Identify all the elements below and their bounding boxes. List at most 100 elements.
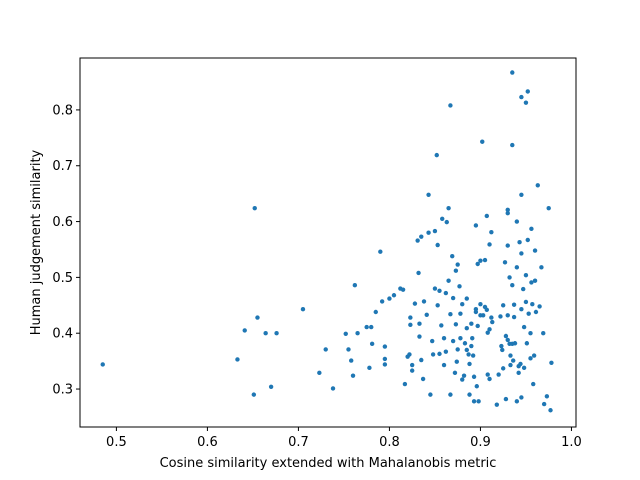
data-point [537, 304, 542, 309]
data-point [521, 286, 526, 292]
data-point [489, 229, 494, 235]
data-point [426, 192, 431, 197]
data-point [252, 205, 257, 211]
plot-frame [79, 57, 577, 428]
data-point [355, 331, 360, 336]
data-point [467, 392, 472, 397]
data-point [274, 331, 279, 336]
data-point [532, 248, 538, 253]
data-point [409, 362, 415, 368]
data-point [525, 89, 530, 94]
data-point [502, 260, 508, 265]
data-point [417, 321, 422, 326]
data-point [417, 334, 422, 339]
data-point [498, 314, 503, 319]
data-point [508, 362, 513, 368]
data-point [416, 270, 421, 276]
data-point [450, 253, 455, 259]
data-point [518, 361, 523, 367]
data-point [530, 301, 535, 307]
data-point [437, 351, 442, 357]
data-point [529, 226, 534, 232]
data-point [424, 312, 429, 317]
data-point [514, 219, 520, 224]
data-point [500, 347, 505, 353]
data-point [519, 192, 524, 197]
data-point [467, 361, 472, 367]
data-point [408, 322, 413, 328]
data-point [475, 261, 480, 267]
data-point [521, 365, 527, 371]
data-point [452, 370, 458, 376]
data-point [437, 288, 442, 293]
y-tick-label: 0.3 [52, 383, 73, 398]
data-point [510, 70, 515, 75]
data-point [454, 359, 459, 364]
y-tick-label: 0.7 [52, 159, 73, 174]
y-tick-label: 0.6 [52, 215, 73, 230]
data-point [549, 360, 554, 365]
data-point [519, 395, 524, 400]
data-point [420, 376, 426, 382]
data-point [519, 94, 524, 100]
data-point [453, 268, 459, 273]
data-point [349, 358, 354, 363]
data-point [458, 311, 463, 316]
data-point [471, 374, 477, 379]
data-point [446, 278, 451, 283]
data-point [490, 319, 495, 325]
data-point [428, 392, 433, 397]
data-point [415, 238, 420, 243]
data-point [402, 381, 408, 387]
data-point [268, 384, 274, 390]
data-point [441, 362, 447, 368]
data-point [464, 347, 469, 353]
data-point [421, 299, 427, 304]
x-axis-ticks: 0.5 0.6 0.7 0.8 0.9 1.0 [106, 427, 582, 450]
data-point [478, 301, 483, 307]
data-point [475, 323, 480, 329]
x-tick-label: 0.9 [470, 435, 491, 450]
data-point [531, 353, 537, 358]
data-point [369, 341, 375, 347]
data-point [519, 251, 524, 256]
data-point [460, 377, 465, 382]
data-point [450, 338, 456, 344]
data-point [426, 230, 431, 235]
data-point [408, 315, 413, 320]
data-point [323, 347, 328, 352]
data-point [487, 327, 492, 332]
data-point [367, 365, 372, 371]
y-tick-label: 0.8 [52, 103, 73, 118]
data-point [528, 331, 533, 336]
data-point [330, 386, 336, 391]
data-point [489, 315, 494, 320]
data-point [435, 303, 440, 308]
data-point [379, 299, 385, 304]
y-tick-label: 0.5 [52, 271, 73, 286]
data-point [350, 373, 356, 378]
data-point [474, 384, 479, 389]
data-point [470, 353, 476, 358]
data-point [458, 336, 463, 341]
data-point [496, 372, 501, 377]
data-point [432, 286, 438, 291]
data-point [448, 103, 453, 108]
data-point [235, 357, 240, 362]
data-point [511, 358, 516, 363]
data-point [317, 370, 322, 376]
data-point [505, 243, 510, 248]
data-point [508, 353, 513, 358]
data-point [382, 344, 388, 349]
data-point [494, 402, 500, 407]
data-point [480, 313, 486, 318]
data-point [435, 242, 440, 248]
data-point [471, 399, 477, 404]
data-point [512, 341, 518, 346]
data-point [505, 313, 510, 318]
data-point [546, 205, 551, 211]
data-point [524, 341, 530, 346]
data-point [532, 278, 538, 283]
